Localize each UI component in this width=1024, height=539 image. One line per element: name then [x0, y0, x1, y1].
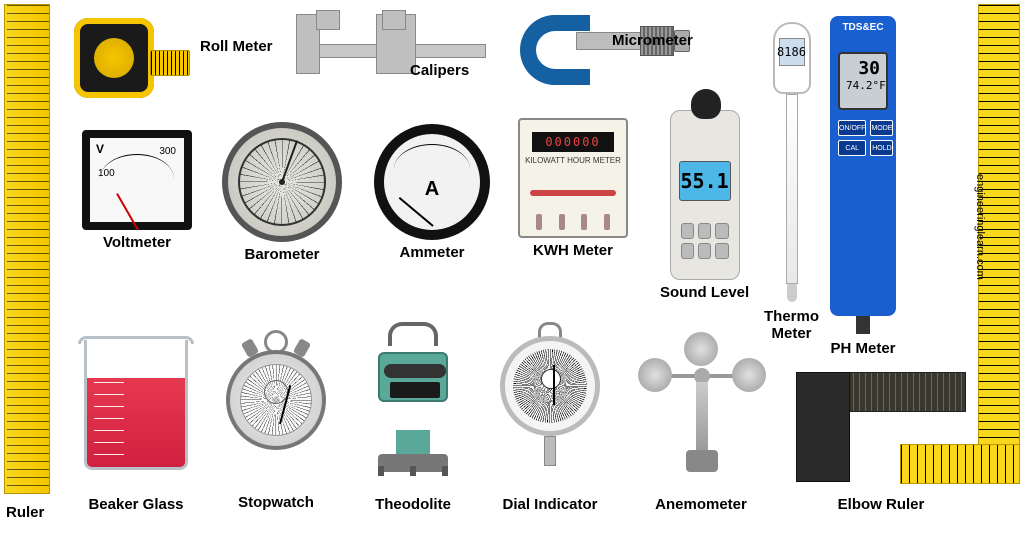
sound-level-icon: 55.1	[670, 110, 740, 280]
anemometer-icon	[636, 332, 766, 472]
stopwatch-label: Stopwatch	[238, 494, 314, 511]
ruler-label: Ruler	[6, 504, 44, 521]
elbow-ruler-label: Elbow Ruler	[838, 496, 925, 513]
kwh-meter-icon: 000000 KILOWATT HOUR METER	[518, 118, 628, 238]
ph-meter-item: TDS&EC 30 74.2°F ON/OFF MODE CAL HOLD PH…	[830, 16, 896, 357]
kwh-text: KILOWATT HOUR METER	[520, 156, 626, 165]
roll-meter-item	[74, 8, 184, 108]
ph-btn-onoff: ON/OFF	[838, 120, 866, 136]
thermo-value: 8186	[779, 38, 805, 66]
ammeter-label: Ammeter	[399, 244, 464, 261]
ph-btn-mode: MODE	[870, 120, 893, 136]
sound-level-value: 55.1	[679, 161, 731, 201]
voltmeter-unit: V	[96, 142, 104, 156]
voltmeter-300: 300	[159, 146, 176, 157]
elbow-site-text: engineeringlearn.com	[974, 174, 986, 280]
anemometer-item: Anemometer	[636, 332, 766, 513]
kwh-meter-label: KWH Meter	[533, 242, 613, 259]
ruler-item	[4, 4, 50, 494]
dial-indicator-icon	[500, 322, 600, 462]
kwh-digits: 000000	[532, 132, 614, 152]
ph-main-value: 30	[846, 58, 880, 79]
ph-sub-value: 74.2°F	[846, 79, 880, 92]
dial-indicator-item: Dial Indicator	[500, 322, 600, 513]
theodolite-label: Theodolite	[375, 496, 451, 513]
ph-meter-icon: TDS&EC 30 74.2°F ON/OFF MODE CAL HOLD	[830, 16, 896, 316]
sound-level-item: 55.1 Sound Level	[660, 110, 749, 301]
beaker-label: Beaker Glass	[88, 496, 183, 513]
anemometer-label: Anemometer	[655, 496, 747, 513]
theodolite-item: Theodolite	[358, 322, 468, 513]
ph-title: TDS&EC	[830, 22, 896, 33]
dial-indicator-label: Dial Indicator	[502, 496, 597, 513]
calipers-label: Calipers	[410, 62, 469, 79]
elbow-ruler-icon	[796, 372, 966, 482]
stopwatch-item: Stopwatch	[226, 330, 326, 511]
roll-meter-label: Roll Meter	[200, 38, 273, 55]
kwh-meter-item: 000000 KILOWATT HOUR METER KWH Meter	[518, 118, 628, 259]
theodolite-icon	[358, 322, 468, 472]
beaker-icon	[84, 340, 188, 470]
thermometer-icon: 8186	[773, 22, 811, 302]
ammeter-icon: A	[374, 124, 490, 240]
micrometer-label: Micrometer	[612, 32, 693, 49]
voltmeter-item: V 300 100 Voltmeter	[82, 130, 192, 251]
stopwatch-icon	[226, 330, 326, 450]
roll-meter-icon	[74, 8, 184, 108]
micrometer-icon	[520, 10, 690, 90]
barometer-icon	[222, 122, 342, 242]
ph-btn-hold: HOLD	[870, 140, 893, 156]
micrometer-item	[520, 10, 690, 90]
beaker-item: Beaker Glass	[84, 340, 188, 513]
barometer-item: Barometer	[222, 122, 342, 263]
ph-meter-label: PH Meter	[830, 340, 895, 357]
sound-level-label: Sound Level	[660, 284, 749, 301]
ammeter-item: A Ammeter	[374, 124, 490, 261]
barometer-label: Barometer	[244, 246, 319, 263]
elbow-ruler-item: Elbow Ruler	[796, 372, 966, 513]
voltmeter-label: Voltmeter	[103, 234, 171, 251]
voltmeter-icon: V 300 100	[82, 130, 192, 230]
thermometer-label: Thermo Meter	[764, 308, 819, 343]
elbow-ruler-yellow-icon: engineeringlearn.com	[978, 4, 1020, 484]
ruler-icon	[4, 4, 50, 494]
ph-btn-cal: CAL	[838, 140, 866, 156]
thermometer-item: 8186 Thermo Meter	[764, 22, 819, 343]
